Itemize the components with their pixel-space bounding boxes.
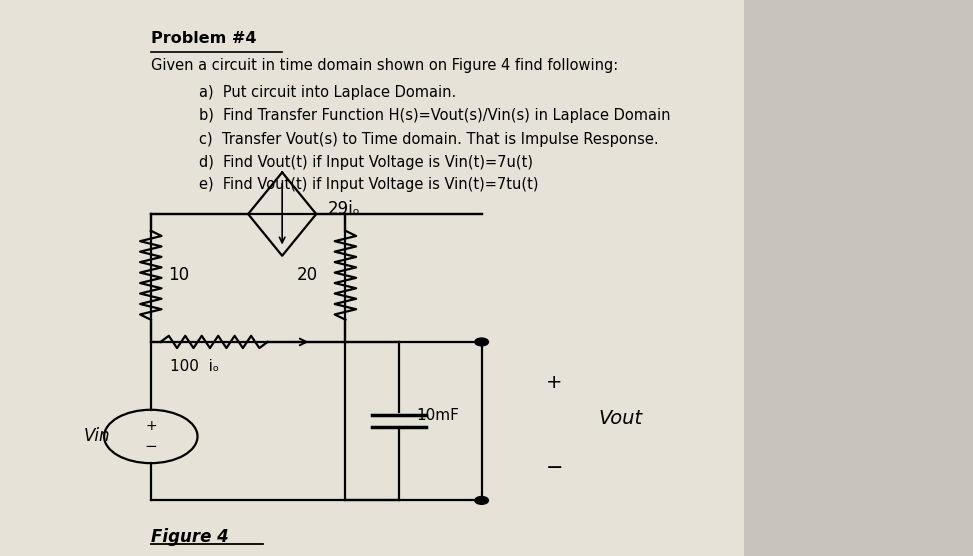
Text: a)  Put circuit into Laplace Domain.: a) Put circuit into Laplace Domain. (199, 85, 456, 100)
FancyBboxPatch shape (0, 0, 744, 556)
Text: Vin: Vin (84, 428, 111, 445)
Circle shape (475, 497, 488, 504)
Circle shape (475, 338, 488, 346)
Text: b)  Find Transfer Function H(s)=Vout(s)/Vin(s) in Laplace Domain: b) Find Transfer Function H(s)=Vout(s)/V… (199, 108, 671, 123)
Text: 20: 20 (297, 266, 318, 284)
Text: 100  iₒ: 100 iₒ (170, 359, 219, 374)
Text: c)  Transfer Vout(s) to Time domain. That is Impulse Response.: c) Transfer Vout(s) to Time domain. That… (199, 132, 659, 147)
Text: Vout: Vout (598, 409, 642, 428)
Text: e)  Find Vout(t) if Input Voltage is Vin(t)=7tu(t): e) Find Vout(t) if Input Voltage is Vin(… (199, 177, 539, 192)
Text: Given a circuit in time domain shown on Figure 4 find following:: Given a circuit in time domain shown on … (151, 58, 618, 73)
Text: −: − (546, 459, 563, 478)
Text: 10: 10 (168, 266, 190, 284)
Text: Figure 4: Figure 4 (151, 528, 229, 546)
Text: −: − (144, 439, 158, 454)
Text: Problem #4: Problem #4 (151, 31, 256, 46)
Text: 29iₒ: 29iₒ (328, 200, 361, 217)
Text: +: + (145, 419, 157, 433)
Text: 10mF: 10mF (416, 408, 459, 423)
Text: +: + (547, 373, 562, 392)
Text: d)  Find Vout(t) if Input Voltage is Vin(t)=7u(t): d) Find Vout(t) if Input Voltage is Vin(… (199, 155, 533, 170)
